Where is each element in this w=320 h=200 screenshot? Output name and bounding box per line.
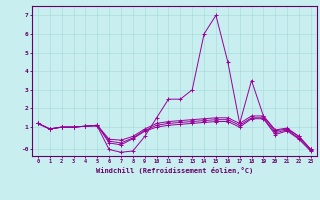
X-axis label: Windchill (Refroidissement éolien,°C): Windchill (Refroidissement éolien,°C) <box>96 167 253 174</box>
